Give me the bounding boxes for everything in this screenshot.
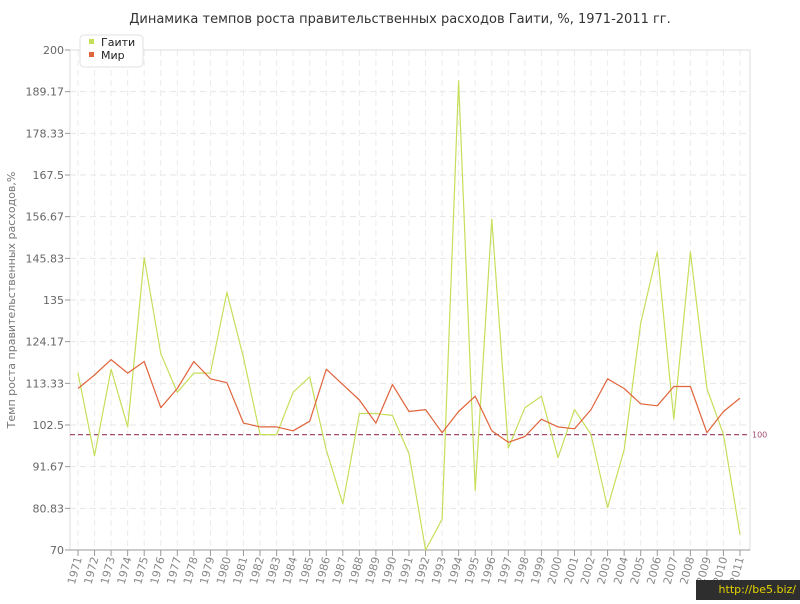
legend-swatch-haiti <box>89 39 94 44</box>
chart-title: Динамика темпов роста правительственных … <box>129 12 671 27</box>
y-tick-label: 145.83 <box>26 252 65 265</box>
y-tick-label: 200 <box>43 44 64 57</box>
y-tick-label: 189.17 <box>26 86 65 99</box>
legend-box <box>79 34 144 68</box>
y-tick-label: 91.67 <box>33 461 65 474</box>
series-layer <box>77 80 741 551</box>
y-axis: 70 80.83 91.67 102.5 113.33 124.17 135 145.83 15… <box>26 44 70 557</box>
x-axis: 1971197219731974197519761977197819791980… <box>65 550 747 586</box>
y-tick-label: 102.5 <box>33 419 65 432</box>
y-axis-label: Темп роста правительственных расходов,% <box>5 172 18 430</box>
series-line-world <box>77 359 741 443</box>
reference-line-group: 100 <box>70 431 767 440</box>
y-tick-label: 113.33 <box>26 377 65 390</box>
y-tick-label: 178.33 <box>26 127 65 140</box>
legend: Гаити Мир <box>79 34 144 68</box>
y-tick-label: 156.67 <box>26 211 65 224</box>
legend-swatch-world <box>89 52 94 57</box>
series-line-haiti <box>77 80 741 551</box>
reference-line-label: 100 <box>752 431 767 440</box>
legend-label-haiti: Гаити <box>101 36 135 49</box>
legend-label-world: Мир <box>101 49 125 62</box>
y-tick-label: 135 <box>43 294 64 307</box>
y-tick-label: 124.17 <box>26 336 65 349</box>
y-tick-label: 70 <box>50 544 64 557</box>
y-tick-label: 80.83 <box>33 502 65 515</box>
watermark[interactable]: http://be5.biz/ <box>696 580 800 600</box>
y-tick-label: 167.5 <box>33 169 65 182</box>
grid-layer <box>70 49 750 551</box>
